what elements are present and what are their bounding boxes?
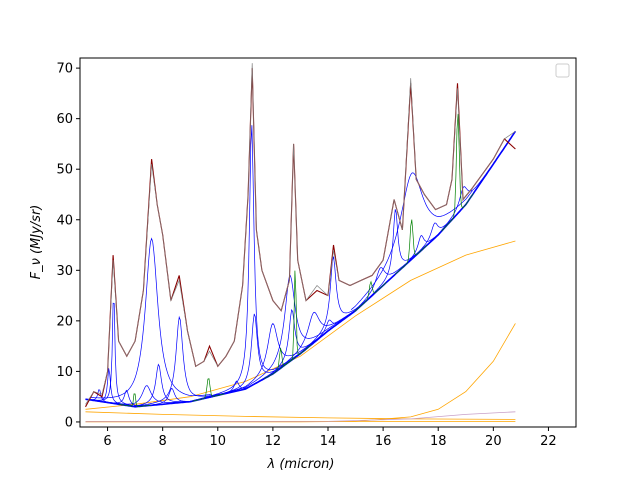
pah-feature-5 bbox=[91, 237, 212, 399]
extinction-trace-6 bbox=[85, 411, 516, 423]
x-tick-label: 18 bbox=[430, 434, 447, 449]
emission-line-3 bbox=[279, 270, 312, 370]
x-tick-label: 14 bbox=[320, 434, 337, 449]
emission-line-6 bbox=[441, 113, 474, 232]
model-trace bbox=[85, 63, 516, 405]
x-tick-label: 16 bbox=[375, 434, 392, 449]
x-axis-ticks: 6 8 10 12 14 16 18 20 22 bbox=[103, 427, 557, 449]
x-tick-label: 8 bbox=[159, 434, 167, 449]
x-tick-label: 22 bbox=[540, 434, 557, 449]
pah-feature-10 bbox=[191, 125, 312, 402]
y-tick-label: 60 bbox=[56, 112, 73, 127]
pah-feature-20 bbox=[350, 172, 473, 311]
y-tick-label: 20 bbox=[56, 314, 73, 329]
emission-line-1 bbox=[192, 378, 225, 402]
plot-area bbox=[80, 58, 576, 427]
legend-box bbox=[555, 63, 570, 78]
emission-line-0 bbox=[118, 393, 151, 407]
x-tick-label: 6 bbox=[103, 434, 111, 449]
x-tick-label: 12 bbox=[265, 434, 282, 449]
continuum-trace-4 bbox=[85, 411, 516, 420]
y-tick-label: 30 bbox=[56, 264, 73, 279]
x-tick-label: 20 bbox=[485, 434, 502, 449]
y-tick-label: 0 bbox=[65, 415, 73, 430]
y-axis-label: F_ν (MJy/sr) bbox=[29, 205, 44, 280]
y-axis-ticks: 0 10 20 30 40 50 60 70 bbox=[56, 62, 80, 430]
emission-line-4 bbox=[354, 280, 387, 312]
traces-layer bbox=[85, 63, 517, 423]
y-tick-label: 50 bbox=[56, 163, 73, 178]
x-tick-label: 10 bbox=[210, 434, 227, 449]
y-tick-label: 10 bbox=[56, 365, 73, 380]
y-tick-label: 70 bbox=[56, 62, 73, 77]
emission-line-5 bbox=[394, 219, 428, 275]
x-axis-label: λ (micron) bbox=[267, 457, 335, 472]
continuum-trace-2 bbox=[85, 240, 516, 410]
y-tick-label: 40 bbox=[56, 213, 73, 228]
